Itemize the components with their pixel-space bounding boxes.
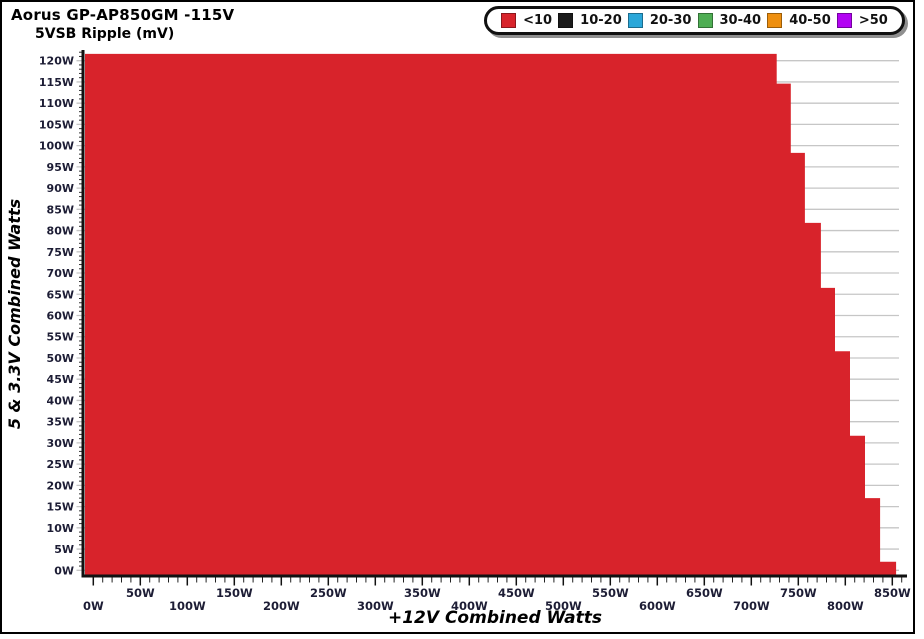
- y-tick-label: 110W: [39, 97, 74, 110]
- legend-item: 30-40: [697, 13, 762, 28]
- x-tick-label: 250W: [310, 586, 347, 600]
- y-tick-label: 15W: [47, 501, 74, 514]
- y-tick-label: 40W: [47, 394, 74, 407]
- x-tick-label: 600W: [639, 599, 676, 613]
- y-tick-label: 25W: [47, 458, 74, 471]
- legend-swatch-icon: [627, 13, 643, 28]
- y-tick-label: 30W: [47, 437, 74, 450]
- legend-item: <10: [501, 13, 552, 28]
- x-tick-label: 750W: [780, 586, 817, 600]
- x-tick-label: 200W: [263, 599, 300, 613]
- legend-label: 30-40: [719, 13, 762, 28]
- legend-swatch-icon: [767, 13, 783, 28]
- x-tick-label: 0W: [83, 599, 104, 613]
- legend-label: <10: [523, 13, 553, 28]
- x-tick-label: 800W: [827, 599, 864, 613]
- y-tick-label: 105W: [39, 118, 74, 131]
- y-axis-line: [81, 50, 85, 578]
- x-tick-label: 350W: [404, 586, 441, 600]
- legend-label: 40-50: [789, 13, 831, 28]
- x-tick-label: 550W: [592, 586, 629, 600]
- x-axis-title: +12V Combined Watts: [387, 608, 602, 628]
- legend-label: 20-30: [649, 13, 692, 28]
- y-tick-label: 0W: [54, 564, 74, 577]
- y-tick-label: 120W: [39, 55, 74, 68]
- x-tick-label: 500W: [545, 599, 582, 613]
- legend-swatch-icon: [697, 13, 713, 28]
- y-tick-label: 115W: [39, 76, 74, 89]
- legend-item: 40-50: [767, 13, 831, 28]
- y-tick-label: 65W: [47, 288, 74, 301]
- y-tick-label: 10W: [47, 522, 74, 535]
- chart-title: Aorus GP-AP850GM -115V: [11, 6, 235, 24]
- x-tick-label: 300W: [357, 599, 394, 613]
- y-tick-label: 45W: [47, 373, 74, 386]
- x-tick-label: 700W: [733, 599, 770, 613]
- chart-subtitle: 5VSB Ripple (mV): [35, 26, 175, 42]
- x-tick-label: 150W: [216, 586, 253, 600]
- legend-swatch-icon: [836, 13, 852, 28]
- legend-item: 10-20: [558, 13, 622, 28]
- x-tick-label: 450W: [498, 586, 535, 600]
- y-tick-label: 70W: [47, 267, 74, 280]
- x-tick-label: 400W: [451, 599, 488, 613]
- y-tick-label: 5W: [54, 543, 74, 556]
- ripple-area-lt10: [85, 53, 897, 576]
- y-tick-label: 100W: [39, 140, 74, 153]
- legend-label: 10-20: [580, 13, 622, 28]
- y-tick-label: 20W: [47, 479, 74, 492]
- legend-label: >50: [858, 13, 888, 28]
- plot-area: 0W 5W 10W 15W 20W 25W 30W 35W 40W 45W 50W 55W 60W 65W…: [39, 50, 911, 613]
- legend-item: >50: [836, 13, 888, 28]
- y-tick-label: 55W: [47, 331, 74, 344]
- y-tick-label: 50W: [47, 352, 74, 365]
- x-tick-label: 650W: [686, 586, 723, 600]
- y-axis-title: 5 & 3.3V Combined Watts: [5, 198, 24, 430]
- y-tick-label: 95W: [47, 161, 74, 174]
- y-tick-label: 35W: [47, 416, 74, 429]
- y-tick-label: 75W: [47, 246, 74, 259]
- x-tick-label: 850W: [874, 586, 911, 600]
- legend-swatch-icon: [501, 13, 517, 28]
- legend-item: 20-30: [627, 13, 692, 28]
- ripple-legend: <10 10-20 20-30 30-40 40-50 >50: [484, 6, 905, 35]
- y-tick-label: 80W: [47, 225, 74, 238]
- y-tick-label: 60W: [47, 309, 74, 322]
- y-tick-label: 90W: [47, 182, 74, 195]
- y-tick-label: 85W: [47, 203, 74, 216]
- chart-title-block: Aorus GP-AP850GM -115V 5VSB Ripple (mV): [11, 6, 234, 42]
- x-tick-label: 50W: [126, 586, 155, 600]
- x-axis-line: [81, 574, 907, 578]
- legend-swatch-icon: [558, 13, 574, 28]
- x-tick-label: 100W: [169, 599, 206, 613]
